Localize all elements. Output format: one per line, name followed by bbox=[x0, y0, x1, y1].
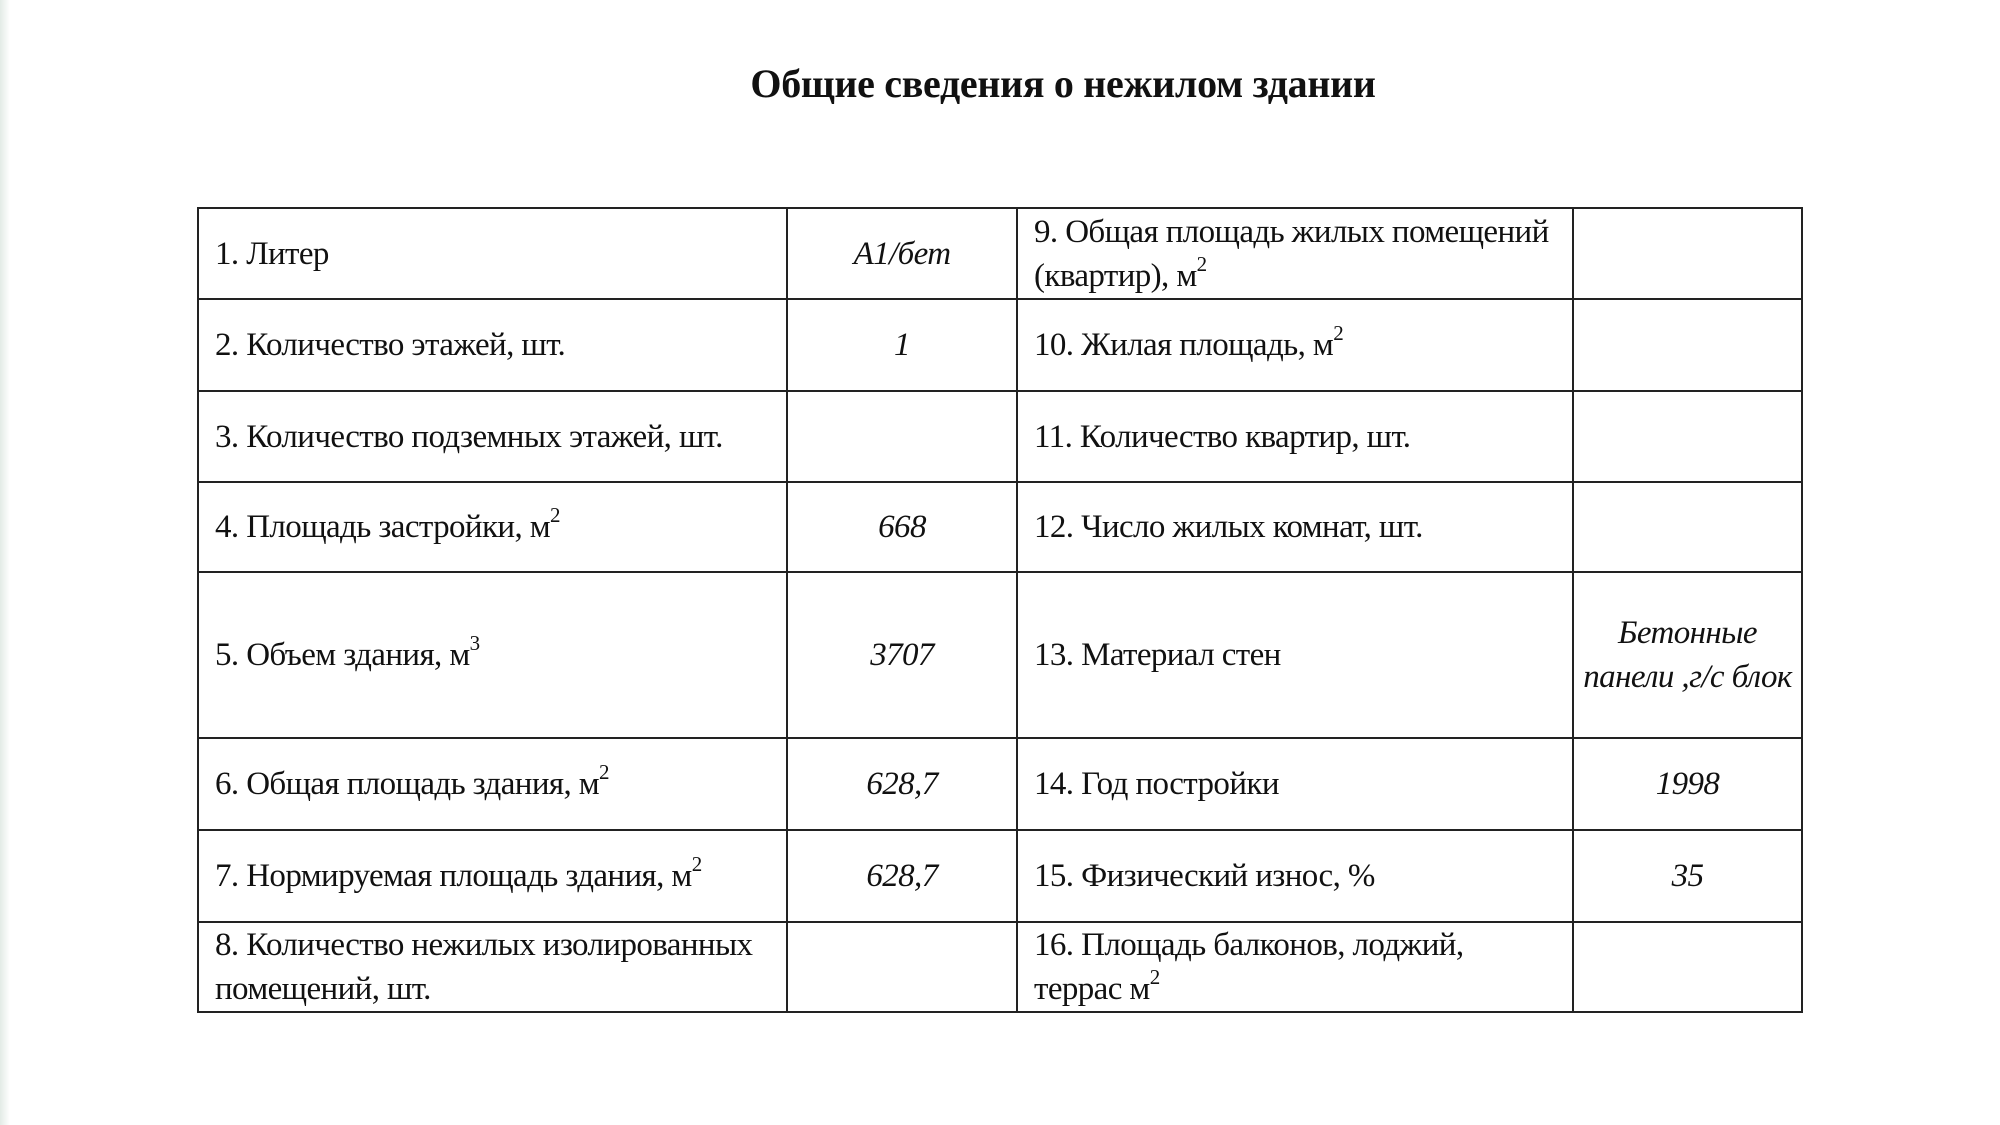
param-label: 10. Жилая площадь, м2 bbox=[1016, 298, 1574, 392]
param-label: 7. Нормируемая площадь здания, м2 bbox=[197, 829, 788, 923]
param-value bbox=[786, 390, 1018, 483]
param-label-text: 16. Площадь балконов, лоджий, террас м bbox=[1034, 927, 1464, 1007]
param-value: Бетонные панели ,г/с блок bbox=[1572, 571, 1803, 739]
unit-exponent: 2 bbox=[1149, 965, 1161, 989]
param-label-text: 8. Количество нежилых изолированных поме… bbox=[215, 927, 753, 1007]
param-value bbox=[1572, 921, 1803, 1013]
param-value: 628,7 bbox=[786, 829, 1018, 923]
param-value: 1998 bbox=[1572, 737, 1803, 831]
param-label-text: 13. Материал стен bbox=[1034, 637, 1281, 673]
param-label: 9. Общая площадь жилых помещений (кварти… bbox=[1016, 207, 1574, 300]
scan-edge bbox=[0, 0, 10, 1125]
param-label-text: 9. Общая площадь жилых помещений (кварти… bbox=[1034, 213, 1549, 294]
unit-exponent: 2 bbox=[599, 760, 610, 784]
param-value-text: А1/бет bbox=[853, 235, 951, 272]
param-label-text: 4. Площадь застройки, м bbox=[215, 509, 551, 545]
param-label-text: 15. Физический износ, % bbox=[1034, 858, 1375, 894]
page-title: Общие сведения о нежилом здании bbox=[750, 61, 1376, 106]
param-label-text: 1. Литер bbox=[215, 235, 329, 272]
param-value bbox=[1572, 298, 1803, 392]
param-value bbox=[1572, 481, 1803, 573]
param-label: 2. Количество этажей, шт. bbox=[197, 298, 788, 392]
param-label-text: 11. Количество квартир, шт. bbox=[1034, 418, 1411, 455]
param-value-text: 1998 bbox=[1655, 766, 1720, 802]
param-value: А1/бет bbox=[786, 207, 1018, 300]
table-row: 5. Объем здания, м3 3707 13. Материал стен… bbox=[197, 571, 1803, 739]
table-row: 8. Количество нежилых изолированных поме… bbox=[197, 921, 1803, 1013]
param-value-text: 1 bbox=[894, 327, 911, 363]
param-label: 1. Литер bbox=[197, 207, 788, 300]
param-value: 668 bbox=[786, 481, 1018, 573]
param-value bbox=[1572, 390, 1803, 483]
param-label-text: 5. Объем здания, м bbox=[215, 637, 470, 673]
param-value: 35 bbox=[1572, 829, 1803, 923]
param-label-text: 6. Общая площадь здания, м bbox=[215, 766, 600, 802]
building-info-table: 1. Литер А1/бет 9. Общая площадь жилых пом… bbox=[197, 207, 1803, 1013]
param-label: 11. Количество квартир, шт. bbox=[1016, 390, 1574, 483]
param-label: 6. Общая площадь здания, м2 bbox=[197, 737, 788, 831]
param-value: 1 bbox=[786, 298, 1018, 392]
param-label: 14. Год постройки bbox=[1016, 737, 1574, 831]
table-row: 7. Нормируемая площадь здания, м2 628,7 15… bbox=[197, 829, 1803, 923]
param-value bbox=[786, 921, 1018, 1013]
param-label-text: 2. Количество этажей, шт. bbox=[215, 327, 566, 363]
param-value-text: 3707 bbox=[870, 637, 934, 673]
unit-exponent: 2 bbox=[550, 503, 561, 527]
param-value-text: 628,7 bbox=[866, 858, 938, 894]
table-row: 3. Количество подземных этажей, шт. 11. К… bbox=[197, 390, 1803, 483]
param-label: 16. Площадь балконов, лоджий, террас м2 bbox=[1016, 921, 1574, 1013]
unit-exponent: 2 bbox=[1333, 321, 1344, 345]
param-label-text: 10. Жилая площадь, м bbox=[1034, 327, 1334, 363]
table-row: 2. Количество этажей, шт. 1 10. Жилая площ… bbox=[197, 298, 1803, 392]
param-label: 12. Число жилых комнат, шт. bbox=[1016, 481, 1574, 573]
param-value: 3707 bbox=[786, 571, 1018, 739]
table-row: 6. Общая площадь здания, м2 628,7 14. Год … bbox=[197, 737, 1803, 831]
param-label-text: 3. Количество подземных этажей, шт. bbox=[215, 418, 723, 455]
param-label-text: 12. Число жилых комнат, шт. bbox=[1034, 509, 1423, 545]
param-value-text: 628,7 bbox=[866, 766, 938, 802]
table-row: 4. Площадь застройки, м2 668 12. Число жил… bbox=[197, 481, 1803, 573]
param-value-text: 35 bbox=[1671, 858, 1704, 894]
param-label: 8. Количество нежилых изолированных поме… bbox=[197, 921, 788, 1013]
param-label-text: 7. Нормируемая площадь здания, м bbox=[215, 858, 692, 894]
param-value: 628,7 bbox=[786, 737, 1018, 831]
param-value-text: Бетонные панели ,г/с блок bbox=[1583, 615, 1792, 695]
param-label: 5. Объем здания, м3 bbox=[197, 571, 788, 739]
param-label: 3. Количество подземных этажей, шт. bbox=[197, 390, 788, 483]
param-label: 4. Площадь застройки, м2 bbox=[197, 481, 788, 573]
table-row: 1. Литер А1/бет 9. Общая площадь жилых пом… bbox=[197, 207, 1803, 300]
unit-exponent: 3 bbox=[469, 631, 481, 655]
param-value-text: 668 bbox=[878, 509, 926, 545]
param-value bbox=[1572, 207, 1803, 300]
param-label: 15. Физический износ, % bbox=[1016, 829, 1574, 923]
param-label-text: 14. Год постройки bbox=[1034, 766, 1279, 802]
unit-exponent: 2 bbox=[691, 852, 703, 876]
param-label: 13. Материал стен bbox=[1016, 571, 1574, 739]
unit-exponent: 2 bbox=[1196, 251, 1208, 276]
